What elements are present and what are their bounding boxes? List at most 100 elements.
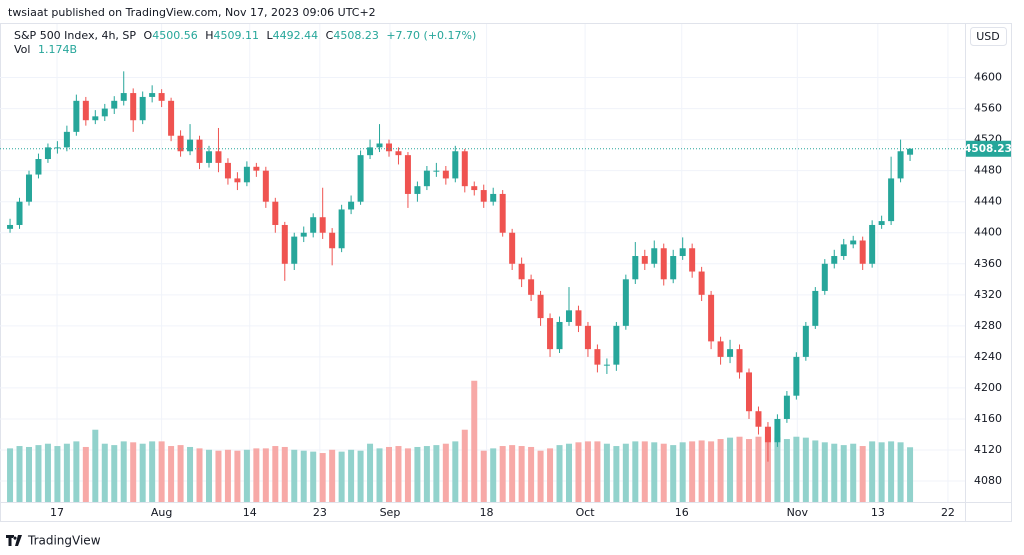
volume-bar <box>73 441 80 502</box>
volume-bar <box>575 442 582 502</box>
candle-body <box>622 279 629 326</box>
volume-bar <box>262 448 269 502</box>
volume-bar <box>603 443 610 502</box>
volume-bar <box>224 449 231 502</box>
candle-body <box>840 244 847 257</box>
legend-value: 4508.23 <box>333 29 379 42</box>
candle-body <box>774 418 781 443</box>
candle-body <box>234 178 241 183</box>
candle-body <box>25 174 32 202</box>
volume-bar <box>518 446 525 502</box>
candle-body <box>433 170 440 172</box>
candle-body <box>518 263 525 280</box>
candle-body <box>878 221 885 225</box>
footer-logo <box>6 535 22 546</box>
candle-body <box>130 93 137 121</box>
candle-body <box>243 166 250 183</box>
y-tick-label: 4560 <box>974 102 1002 115</box>
volume-bar <box>376 448 383 502</box>
volume-bar <box>907 447 914 502</box>
x-tick-label: 16 <box>675 506 689 519</box>
volume-bar <box>774 437 781 502</box>
volume-bar <box>736 436 743 502</box>
logo-mark <box>6 535 22 546</box>
volume-bar <box>556 445 563 502</box>
volume-bar <box>395 446 402 502</box>
candle-body <box>376 143 383 148</box>
volume-bar <box>404 448 411 502</box>
candle-body <box>679 248 686 257</box>
volume-bar <box>689 441 696 502</box>
candle-body <box>395 151 402 156</box>
candle-body <box>149 93 156 97</box>
legend-change: +7.70 (+0.17%) <box>386 29 476 42</box>
x-tick-label: 13 <box>871 506 885 519</box>
volume-bar <box>63 443 70 502</box>
volume-bar <box>471 380 478 502</box>
x-tick-label: 18 <box>480 506 494 519</box>
volume-bar <box>727 437 734 502</box>
candle-body <box>745 372 752 412</box>
candle-body <box>727 349 734 357</box>
volume-bar <box>622 443 629 502</box>
volume-bars <box>7 380 914 502</box>
volume-bar <box>187 446 194 502</box>
candle-body <box>367 147 374 156</box>
candle-body <box>584 325 591 350</box>
volume-bar <box>234 450 241 502</box>
volume-bar <box>25 446 32 502</box>
candle-body <box>338 209 345 249</box>
legend-value: 4492.44 <box>273 29 319 42</box>
candle-body <box>831 256 838 264</box>
volume-bar <box>821 442 828 502</box>
candle-body <box>291 236 298 264</box>
volume-bar <box>54 446 61 502</box>
volume-bar <box>831 443 838 502</box>
chart-frame <box>0 23 1012 522</box>
x-tick-label: Oct <box>576 506 596 519</box>
volume-bar <box>499 446 506 502</box>
candle-body <box>689 248 696 272</box>
volume-bar <box>310 451 317 502</box>
x-tick-label: Aug <box>151 506 172 519</box>
volume-bar <box>196 448 203 502</box>
candle-body <box>461 151 468 187</box>
candle-body <box>499 193 506 233</box>
volume-bar <box>44 443 51 502</box>
legend-value: 4509.11 <box>214 29 260 42</box>
volume-bar <box>632 441 639 502</box>
candle-body <box>556 321 563 350</box>
volume-bar <box>281 446 288 502</box>
candle-body <box>63 131 70 148</box>
candle-body <box>869 224 876 264</box>
y-tick-label: 4480 <box>974 164 1002 177</box>
volume-bar <box>348 449 355 502</box>
volume-bar <box>158 441 165 502</box>
volume-bar <box>897 442 904 502</box>
volume-legend: Vol 1.174B <box>14 43 77 56</box>
volume-bar <box>717 439 724 502</box>
candle-body <box>859 240 866 264</box>
currency-button[interactable] <box>970 27 1007 46</box>
candle-body <box>698 271 705 295</box>
volume-bar <box>793 436 800 502</box>
legend: S&P 500 Index, 4h, SP O4500.56 H4509.11 … <box>14 29 476 42</box>
candle-body <box>404 155 411 194</box>
legend-label: O <box>144 29 153 42</box>
volume-bar <box>509 445 516 502</box>
candle-body <box>92 116 99 121</box>
volume-bar <box>177 445 184 502</box>
volume-bar <box>537 450 544 502</box>
candle-body <box>613 325 620 365</box>
y-tick-label: 4160 <box>974 412 1002 425</box>
candle-body <box>888 178 895 222</box>
volume-bar <box>319 453 326 502</box>
volume-bar <box>528 446 535 502</box>
y-tick-label: 4200 <box>974 381 1002 394</box>
y-tick-label: 4600 <box>974 71 1002 84</box>
candle-body <box>783 395 790 419</box>
volume-bar <box>7 448 14 502</box>
candle-body <box>452 151 459 179</box>
currency-label[interactable]: USD <box>976 30 1000 43</box>
candle-body <box>215 151 222 163</box>
